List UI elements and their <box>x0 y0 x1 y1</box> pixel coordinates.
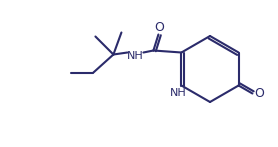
Text: O: O <box>155 21 164 34</box>
Text: NH: NH <box>170 87 187 97</box>
Text: NH: NH <box>127 51 144 61</box>
Text: O: O <box>254 87 264 100</box>
